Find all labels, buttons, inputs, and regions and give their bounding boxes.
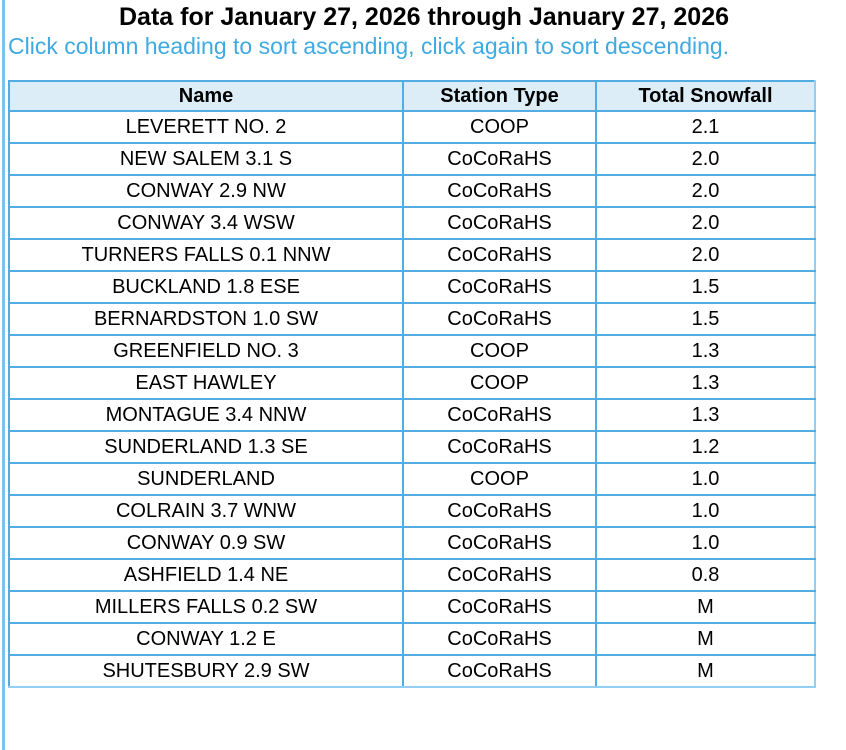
station-type-cell: CoCoRaHS [402, 590, 597, 624]
station-type-cell: CoCoRaHS [402, 398, 597, 432]
snowfall-cell: 1.0 [595, 462, 816, 496]
name-cell: CONWAY 2.9 NW [8, 174, 404, 208]
table-row: BERNARDSTON 1.0 SW CoCoRaHS 1.5 [8, 302, 816, 336]
station-type-cell: CoCoRaHS [402, 174, 597, 208]
snowfall-cell: 1.0 [595, 494, 816, 528]
snowfall-cell: 1.3 [595, 398, 816, 432]
station-type-cell: CoCoRaHS [402, 430, 597, 464]
snowfall-cell: M [595, 622, 816, 656]
column-header-station-type[interactable]: Station Type [402, 80, 597, 112]
sort-instructions: Click column heading to sort ascending, … [8, 33, 730, 59]
table-row: CONWAY 2.9 NW CoCoRaHS 2.0 [8, 174, 816, 208]
station-type-cell: COOP [402, 110, 597, 144]
table-row: MONTAGUE 3.4 NNW CoCoRaHS 1.3 [8, 398, 816, 432]
page-title: Data for January 27, 2026 through Januar… [119, 3, 729, 31]
station-type-cell: CoCoRaHS [402, 238, 597, 272]
name-cell: SUNDERLAND 1.3 SE [8, 430, 404, 464]
station-type-cell: CoCoRaHS [402, 654, 597, 688]
page-left-border [2, 0, 5, 750]
name-cell: CONWAY 3.4 WSW [8, 206, 404, 240]
snowfall-cell: 2.0 [595, 206, 816, 240]
table-row: MILLERS FALLS 0.2 SW CoCoRaHS M [8, 590, 816, 624]
name-cell: BERNARDSTON 1.0 SW [8, 302, 404, 336]
name-cell: SUNDERLAND [8, 462, 404, 496]
table-row: COLRAIN 3.7 WNW CoCoRaHS 1.0 [8, 494, 816, 528]
snowfall-cell: 1.5 [595, 270, 816, 304]
column-header-total-snowfall[interactable]: Total Snowfall [595, 80, 816, 112]
station-type-cell: COOP [402, 462, 597, 496]
station-type-cell: CoCoRaHS [402, 622, 597, 656]
snowfall-cell: 2.1 [595, 110, 816, 144]
table-row: BUCKLAND 1.8 ESE CoCoRaHS 1.5 [8, 270, 816, 304]
name-cell: ASHFIELD 1.4 NE [8, 558, 404, 592]
table-row: CONWAY 1.2 E CoCoRaHS M [8, 622, 816, 656]
snowfall-cell: 0.8 [595, 558, 816, 592]
name-cell: EAST HAWLEY [8, 366, 404, 400]
snowfall-cell: 1.3 [595, 334, 816, 368]
table-row: SHUTESBURY 2.9 SW CoCoRaHS M [8, 654, 816, 688]
snowfall-cell: 2.0 [595, 238, 816, 272]
station-type-cell: COOP [402, 366, 597, 400]
table-row: CONWAY 0.9 SW CoCoRaHS 1.0 [8, 526, 816, 560]
page-content: Data for January 27, 2026 through Januar… [8, 3, 816, 688]
table-row: ASHFIELD 1.4 NE CoCoRaHS 0.8 [8, 558, 816, 592]
snowfall-cell: 2.0 [595, 142, 816, 176]
name-cell: LEVERETT NO. 2 [8, 110, 404, 144]
name-cell: SHUTESBURY 2.9 SW [8, 654, 404, 688]
name-cell: MONTAGUE 3.4 NNW [8, 398, 404, 432]
table-row: EAST HAWLEY COOP 1.3 [8, 366, 816, 400]
header-row: Name Station Type Total Snowfall [8, 80, 816, 112]
name-cell: CONWAY 1.2 E [8, 622, 404, 656]
snowfall-cell: 1.3 [595, 366, 816, 400]
station-type-cell: CoCoRaHS [402, 526, 597, 560]
station-type-cell: CoCoRaHS [402, 302, 597, 336]
snowfall-cell: 2.0 [595, 174, 816, 208]
name-cell: MILLERS FALLS 0.2 SW [8, 590, 404, 624]
station-type-cell: COOP [402, 334, 597, 368]
station-type-cell: CoCoRaHS [402, 558, 597, 592]
snowfall-table: Name Station Type Total Snowfall LEVERETT … [8, 80, 816, 688]
table-row: SUNDERLAND 1.3 SE CoCoRaHS 1.2 [8, 430, 816, 464]
name-cell: BUCKLAND 1.8 ESE [8, 270, 404, 304]
snowfall-cell: M [595, 654, 816, 688]
station-type-cell: CoCoRaHS [402, 142, 597, 176]
table-row: LEVERETT NO. 2 COOP 2.1 [8, 110, 816, 144]
table-row: NEW SALEM 3.1 S CoCoRaHS 2.0 [8, 142, 816, 176]
snowfall-cell: 1.5 [595, 302, 816, 336]
snowfall-cell: 1.0 [595, 526, 816, 560]
name-cell: GREENFIELD NO. 3 [8, 334, 404, 368]
name-cell: COLRAIN 3.7 WNW [8, 494, 404, 528]
table-row: TURNERS FALLS 0.1 NNW CoCoRaHS 2.0 [8, 238, 816, 272]
table-row: CONWAY 3.4 WSW CoCoRaHS 2.0 [8, 206, 816, 240]
table-row: GREENFIELD NO. 3 COOP 1.3 [8, 334, 816, 368]
station-type-cell: CoCoRaHS [402, 494, 597, 528]
name-cell: CONWAY 0.9 SW [8, 526, 404, 560]
station-type-cell: CoCoRaHS [402, 206, 597, 240]
table-row: SUNDERLAND COOP 1.0 [8, 462, 816, 496]
station-type-cell: CoCoRaHS [402, 270, 597, 304]
snowfall-cell: M [595, 590, 816, 624]
table-body: LEVERETT NO. 2 COOP 2.1 NEW SALEM 3.1 S CoCo… [8, 110, 816, 688]
name-cell: TURNERS FALLS 0.1 NNW [8, 238, 404, 272]
column-header-name[interactable]: Name [8, 80, 404, 112]
snowfall-cell: 1.2 [595, 430, 816, 464]
name-cell: NEW SALEM 3.1 S [8, 142, 404, 176]
